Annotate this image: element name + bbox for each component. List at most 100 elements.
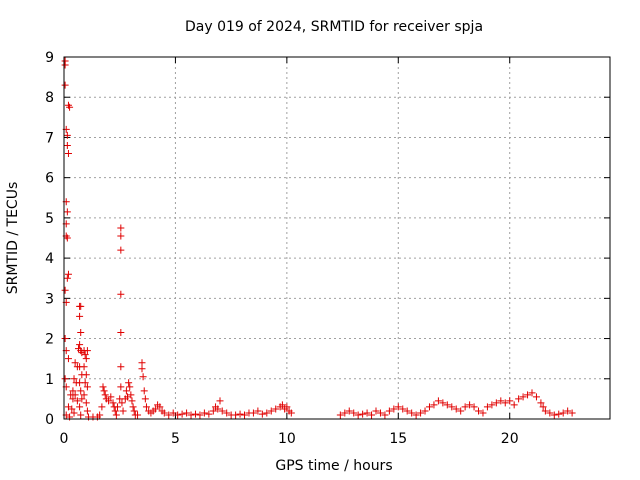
data-point [249,409,257,417]
data-point [130,407,138,415]
y-axis-ticks: 0 1 2 3 4 5 6 7 8 9 [45,50,610,428]
data-point [156,403,164,411]
data-point [209,407,217,415]
data-point [70,375,78,383]
data-point [76,341,84,349]
data-point [550,411,558,419]
data-point [439,399,447,407]
data-point [363,409,371,417]
data-point [142,403,150,411]
data-point [83,407,91,415]
data-point [101,391,109,399]
data-point [126,383,134,391]
data-point [421,407,429,415]
data-point [64,355,72,363]
x-tick-label: 0 [60,431,69,447]
data-point [109,399,117,407]
x-axis-ticks: 0 5 10 15 20 [60,57,519,447]
data-point [515,395,523,403]
data-point [479,409,487,417]
data-point [69,387,77,395]
data-point [138,365,146,373]
data-point [178,410,186,418]
y-tick-label: 6 [45,171,54,187]
data-point [61,81,69,89]
data-point [457,407,465,415]
data-point [403,407,411,415]
data-point [376,409,384,417]
data-point [372,407,380,415]
data-point [117,383,125,391]
x-tick-label: 5 [171,431,180,447]
data-point [117,363,125,371]
x-tick-label: 20 [501,431,519,447]
data-point [559,409,567,417]
data-point [98,403,106,411]
data-point [417,409,425,417]
data-point [223,409,231,417]
data-point [412,411,420,419]
data-point [118,399,126,407]
y-tick-label: 1 [45,372,54,388]
y-tick-label: 4 [45,251,54,267]
data-point [74,345,82,353]
data-point [232,411,240,419]
data-point [63,131,71,139]
data-point [278,401,286,409]
plot-frame [63,56,611,420]
data-point [77,387,85,395]
data-point [430,401,438,409]
data-point [381,411,389,419]
data-point [117,329,125,337]
data-point [61,61,69,69]
data-point [81,351,89,359]
data-point [125,379,133,387]
data-point [448,403,456,411]
y-tick-label: 8 [45,90,54,106]
data-point [541,407,549,415]
data-point [564,407,572,415]
data-point [555,410,563,418]
data-point [64,150,72,158]
x-axis-label: GPS time / hours [275,458,392,474]
grid-lines [64,57,610,419]
y-tick-label: 0 [45,412,54,428]
data-point [78,395,86,403]
data-series-srmtid [61,57,576,421]
data-point [341,409,349,417]
data-point [510,401,518,409]
data-point [105,397,113,405]
data-point [501,399,509,407]
data-point [425,403,433,411]
data-point [69,395,77,403]
data-point [99,383,107,391]
data-point [128,397,136,405]
data-point [539,403,547,411]
data-point [174,411,182,419]
y-tick-label: 2 [45,332,54,348]
data-point [71,391,79,399]
data-point [390,405,398,413]
data-point [492,399,500,407]
data-point [77,329,85,337]
data-point [452,405,460,413]
data-point [394,403,402,411]
data-point [77,302,85,310]
data-point [475,407,483,415]
data-point [66,103,74,111]
data-point [546,409,554,417]
data-point [287,409,295,417]
data-point [100,387,108,395]
data-point [461,403,469,411]
data-point [283,403,291,411]
data-point [506,397,514,405]
data-point [345,407,353,415]
data-point [368,411,376,419]
data-point [63,208,71,216]
data-point [408,409,416,417]
data-point [497,397,505,405]
data-point [399,405,407,413]
data-point [76,403,84,411]
data-point [216,397,224,405]
